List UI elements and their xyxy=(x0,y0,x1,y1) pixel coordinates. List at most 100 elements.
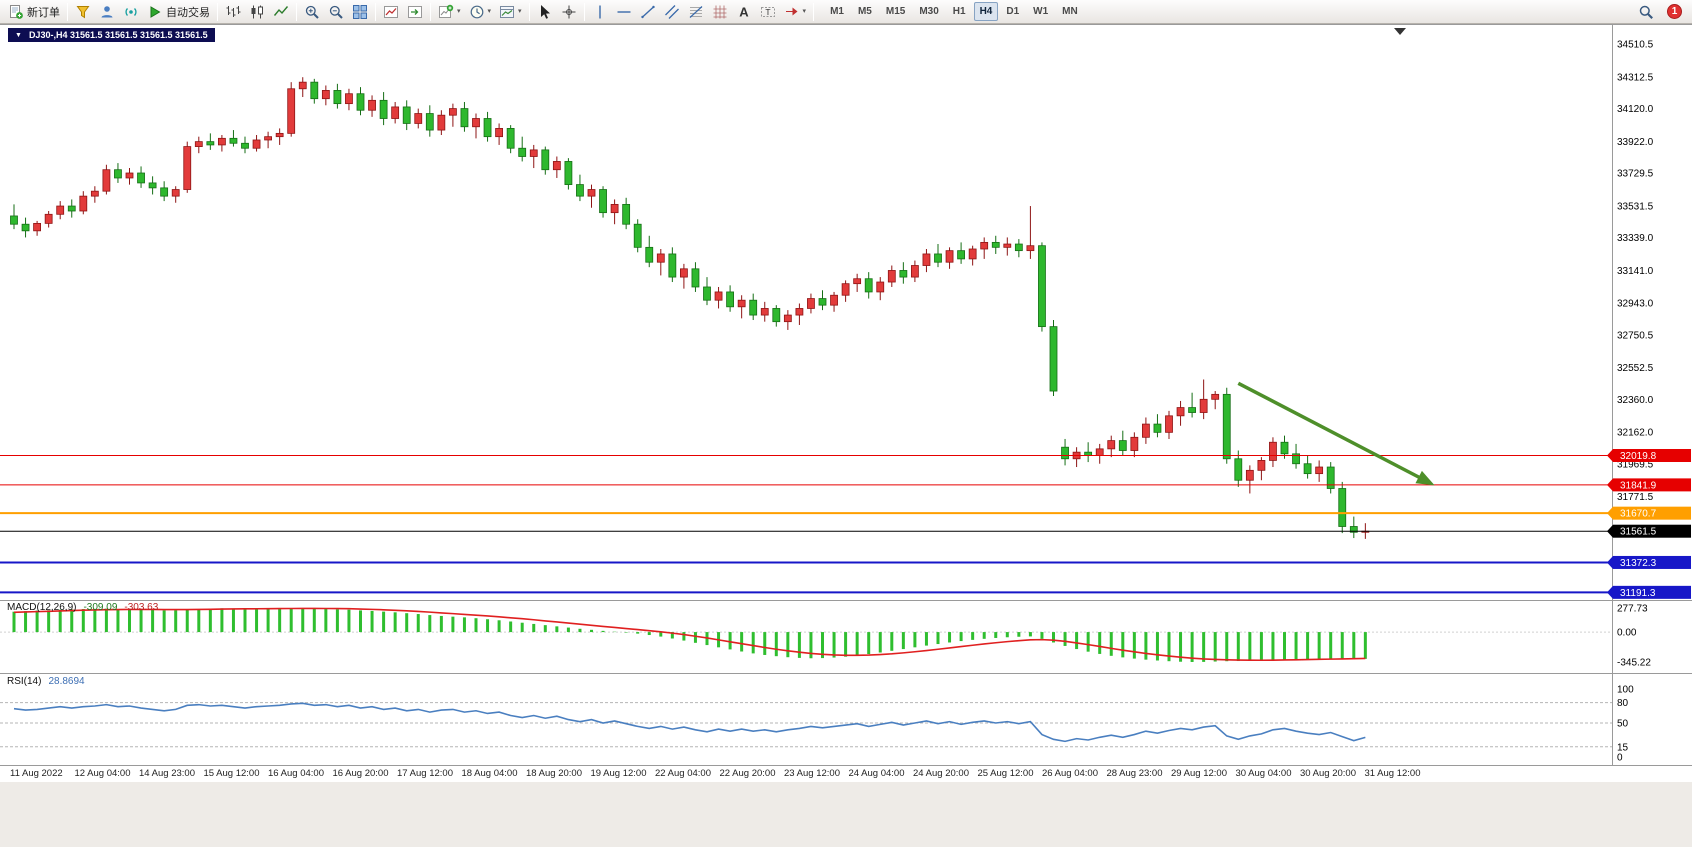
price-badge-31561.5: 31561.5 xyxy=(1607,524,1691,538)
zoom-in-icon xyxy=(304,4,320,20)
svg-text:33339.0: 33339.0 xyxy=(1617,233,1654,244)
new-chart-icon xyxy=(438,4,454,20)
market-watch-button[interactable] xyxy=(71,1,95,22)
svg-text:31372.3: 31372.3 xyxy=(1620,558,1657,569)
timeframe-m15[interactable]: M15 xyxy=(880,2,911,21)
equidistant-channel-button[interactable] xyxy=(660,1,684,22)
toolbar-separator xyxy=(583,2,585,21)
timeframe-mn[interactable]: MN xyxy=(1056,2,1084,21)
tile-windows-button[interactable] xyxy=(348,1,372,22)
autotrade-button[interactable]: 自动交易 xyxy=(143,1,214,22)
candles-icon xyxy=(249,4,265,20)
search-button[interactable] xyxy=(1634,1,1658,22)
vertical-line-button[interactable] xyxy=(588,1,612,22)
autotrade-icon xyxy=(147,4,163,20)
toolbar-separator xyxy=(813,2,815,21)
svg-text:12 Aug 04:00: 12 Aug 04:00 xyxy=(75,768,131,779)
toolbar-separator xyxy=(375,2,376,21)
periods-button[interactable]: ▾ xyxy=(465,1,496,22)
rsi-scale-label: 100 xyxy=(1617,685,1634,696)
svg-text:32360.0: 32360.0 xyxy=(1617,395,1654,406)
trend-arrow[interactable] xyxy=(1237,381,1424,481)
text-label-button[interactable]: T xyxy=(756,1,780,22)
timeframe-d1[interactable]: D1 xyxy=(1000,2,1025,21)
timeframe-m5[interactable]: M5 xyxy=(852,2,878,21)
macd-scale-label: 0.00 xyxy=(1617,628,1637,639)
svg-text:32552.5: 32552.5 xyxy=(1617,363,1654,374)
svg-text:34510.5: 34510.5 xyxy=(1617,40,1654,51)
clock-icon xyxy=(469,4,485,20)
profile-icon xyxy=(99,4,115,20)
svg-text:18 Aug 04:00: 18 Aug 04:00 xyxy=(462,768,518,779)
tile-icon xyxy=(352,4,368,20)
chart-shift-button[interactable] xyxy=(403,1,427,22)
horizontal-line-button[interactable] xyxy=(612,1,636,22)
auto-scroll-button[interactable] xyxy=(379,1,403,22)
rsi-scale-label: 50 xyxy=(1617,719,1629,730)
macd-label: MACD(12,26,9) -309.09 -303.63 xyxy=(7,602,158,613)
chart-plot-area[interactable] xyxy=(0,24,1692,782)
bar-chart-button[interactable] xyxy=(221,1,245,22)
chart-menu-arrow-icon: ▼ xyxy=(15,31,22,39)
svg-text:31969.5: 31969.5 xyxy=(1617,459,1654,470)
arrows-button[interactable]: ▾ xyxy=(780,1,811,22)
bars-icon xyxy=(225,4,241,20)
svg-text:33141.0: 33141.0 xyxy=(1617,266,1654,277)
signals-button[interactable] xyxy=(119,1,143,22)
text-button[interactable]: A xyxy=(732,1,756,22)
zoom-in-button[interactable] xyxy=(300,1,324,22)
macd-value-signal: -303.63 xyxy=(124,602,159,613)
data-window-button[interactable] xyxy=(95,1,119,22)
price-axis[interactable]: 34510.5 34312.5 34120.0 33922.0 33729.5 33531… xyxy=(1617,40,1654,503)
new-order-button-label: 新订单 xyxy=(27,6,60,19)
rsi-label: RSI(14) 28.8694 xyxy=(7,676,85,687)
hline-icon xyxy=(616,4,632,20)
zoom-out-button[interactable] xyxy=(324,1,348,22)
svg-text:23 Aug 12:00: 23 Aug 12:00 xyxy=(784,768,840,779)
svg-text:33922.0: 33922.0 xyxy=(1617,137,1654,148)
timeframe-m30[interactable]: M30 xyxy=(913,2,944,21)
crosshair-button[interactable] xyxy=(557,1,581,22)
crosshair-icon xyxy=(561,4,577,20)
price-badge-31670.7: 31670.7 xyxy=(1607,506,1691,520)
rsi-scale-label: 80 xyxy=(1617,698,1629,709)
trendline-button[interactable] xyxy=(636,1,660,22)
svg-text:26 Aug 04:00: 26 Aug 04:00 xyxy=(1042,768,1098,779)
chart-up-icon xyxy=(383,4,399,20)
price-chart[interactable]: 34510.5 34312.5 34120.0 33922.0 33729.5 33531… xyxy=(0,24,1692,847)
grid-tool-icon xyxy=(712,4,728,20)
gann-grid-button[interactable] xyxy=(708,1,732,22)
svg-text:33531.5: 33531.5 xyxy=(1617,201,1654,212)
price-badge-31841.9: 31841.9 xyxy=(1607,478,1691,492)
chart-title: DJ30-,H4 31561.5 31561.5 31561.5 31561.5 xyxy=(28,30,208,40)
time-axis[interactable]: 11 Aug 2022 12 Aug 04:00 14 Aug 23:00 15 Au… xyxy=(10,768,1421,779)
svg-text:24 Aug 20:00: 24 Aug 20:00 xyxy=(913,768,969,779)
templates-button[interactable]: ▾ xyxy=(495,1,526,22)
svg-text:22 Aug 04:00: 22 Aug 04:00 xyxy=(655,768,711,779)
line-chart-button[interactable] xyxy=(269,1,293,22)
trend-arrow-head xyxy=(1415,470,1435,486)
timeframe-m1[interactable]: M1 xyxy=(824,2,850,21)
chevron-down-icon: ▾ xyxy=(457,8,461,15)
new-order-button[interactable]: 新订单 xyxy=(4,1,64,22)
shapes-icon xyxy=(784,4,800,20)
search-icon xyxy=(1638,4,1654,20)
fibonacci-button[interactable] xyxy=(684,1,708,22)
candlestick-chart-button[interactable] xyxy=(245,1,269,22)
chart-shift-icon xyxy=(407,4,423,20)
rsi-value: 28.8694 xyxy=(48,676,85,687)
timeframe-h1[interactable]: H1 xyxy=(947,2,972,21)
timeframe-h4[interactable]: H4 xyxy=(973,2,999,21)
timeframe-w1[interactable]: W1 xyxy=(1027,2,1054,21)
svg-text:31841.9: 31841.9 xyxy=(1620,480,1657,491)
cursor-button[interactable] xyxy=(533,1,557,22)
price-badge-31372.3: 31372.3 xyxy=(1607,555,1691,569)
svg-text:32943.0: 32943.0 xyxy=(1617,299,1654,310)
new-chart-button[interactable]: ▾ xyxy=(434,1,465,22)
chart-title-bar[interactable]: ▼ DJ30-,H4 31561.5 31561.5 31561.5 31561… xyxy=(8,28,215,42)
template-icon xyxy=(499,4,515,20)
toolbar-separator xyxy=(430,2,431,21)
chevron-down-icon: ▾ xyxy=(802,8,807,15)
notification-badge[interactable]: 1 xyxy=(1667,4,1682,19)
channel-icon xyxy=(664,4,680,20)
